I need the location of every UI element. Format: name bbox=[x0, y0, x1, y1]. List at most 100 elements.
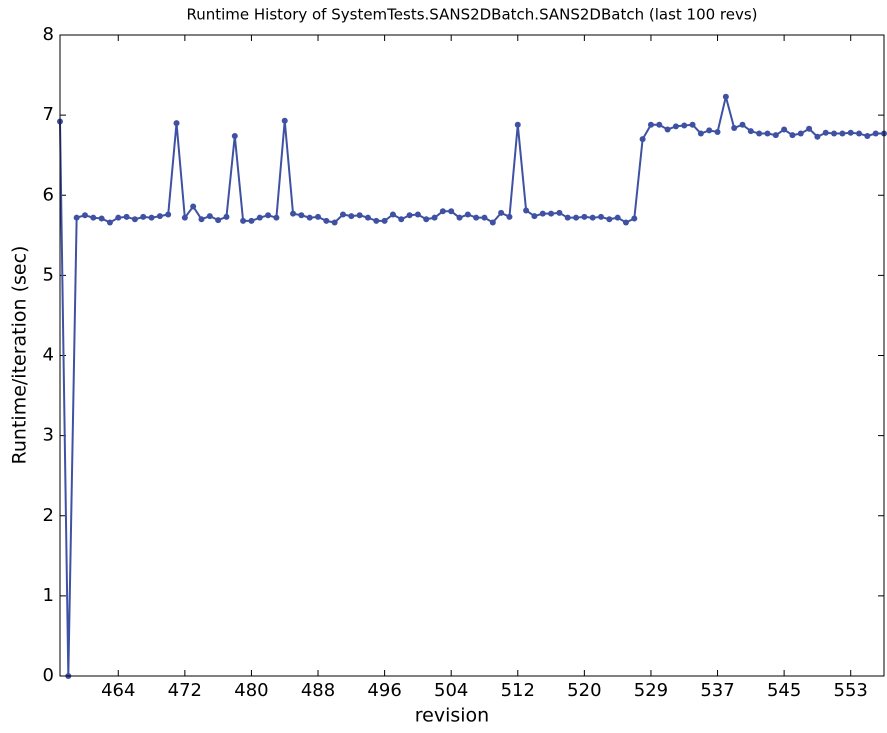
data-point bbox=[539, 210, 546, 217]
data-point bbox=[356, 212, 363, 219]
plot-frame bbox=[59, 34, 885, 677]
data-point bbox=[373, 217, 380, 224]
data-point bbox=[523, 207, 530, 214]
data-point bbox=[240, 217, 247, 224]
x-tick-label: 496 bbox=[367, 680, 401, 701]
data-point bbox=[672, 123, 679, 130]
y-tick-label: 2 bbox=[43, 505, 54, 526]
data-point bbox=[123, 213, 130, 220]
data-point bbox=[448, 208, 455, 215]
data-point bbox=[231, 132, 238, 139]
x-tick-label: 545 bbox=[767, 680, 801, 701]
data-point bbox=[548, 210, 555, 217]
data-point bbox=[165, 211, 172, 218]
data-point bbox=[847, 129, 854, 136]
data-point bbox=[706, 127, 713, 134]
x-tick-label: 512 bbox=[501, 680, 535, 701]
y-axis-label: Runtime/iteration (sec) bbox=[9, 246, 31, 465]
x-tick-label: 488 bbox=[301, 680, 335, 701]
data-point bbox=[747, 128, 754, 135]
data-point bbox=[856, 130, 863, 137]
data-point bbox=[306, 214, 313, 221]
data-point bbox=[290, 210, 297, 217]
data-point bbox=[414, 211, 421, 218]
y-tick-label: 8 bbox=[43, 24, 54, 45]
data-point bbox=[323, 217, 330, 224]
data-point bbox=[190, 203, 197, 210]
data-point bbox=[423, 216, 430, 223]
data-point bbox=[298, 212, 305, 219]
data-point bbox=[864, 132, 871, 139]
data-point bbox=[181, 214, 188, 221]
data-point bbox=[797, 130, 804, 137]
data-point bbox=[822, 129, 829, 136]
data-point bbox=[456, 214, 463, 221]
data-point bbox=[115, 214, 122, 221]
data-point bbox=[489, 219, 496, 226]
data-point bbox=[281, 117, 288, 124]
data-point bbox=[81, 212, 88, 219]
x-tick-label: 464 bbox=[101, 680, 135, 701]
data-point bbox=[639, 136, 646, 143]
data-point bbox=[148, 214, 155, 221]
data-point bbox=[431, 214, 438, 221]
y-tick-label: 4 bbox=[43, 345, 54, 366]
x-tick-label: 480 bbox=[234, 680, 268, 701]
y-tick-label: 3 bbox=[43, 425, 54, 446]
data-point bbox=[598, 213, 605, 220]
data-point bbox=[389, 211, 396, 218]
data-point bbox=[98, 215, 105, 222]
x-tick-label: 520 bbox=[567, 680, 601, 701]
data-point bbox=[473, 214, 480, 221]
y-tick-label: 6 bbox=[43, 184, 54, 205]
data-point bbox=[215, 217, 222, 224]
y-tick-label: 7 bbox=[43, 104, 54, 125]
data-point bbox=[198, 216, 205, 223]
data-point bbox=[589, 214, 596, 221]
data-point bbox=[531, 213, 538, 220]
data-point bbox=[872, 130, 879, 137]
data-point bbox=[739, 121, 746, 128]
x-tick-label: 504 bbox=[434, 680, 468, 701]
data-point bbox=[173, 120, 180, 127]
data-point bbox=[831, 130, 838, 137]
data-point bbox=[90, 214, 97, 221]
y-tick-label: 1 bbox=[43, 585, 54, 606]
chart-title: Runtime History of SystemTests.SANS2DBat… bbox=[186, 6, 757, 24]
data-point bbox=[481, 214, 488, 221]
data-point bbox=[464, 211, 471, 218]
data-point bbox=[764, 130, 771, 137]
x-tick-label: 529 bbox=[634, 680, 668, 701]
data-point bbox=[697, 130, 704, 137]
data-point bbox=[348, 213, 355, 220]
data-point bbox=[681, 122, 688, 129]
data-point bbox=[106, 219, 113, 226]
data-point bbox=[622, 219, 629, 226]
data-point bbox=[573, 214, 580, 221]
data-point bbox=[223, 213, 230, 220]
data-point bbox=[814, 133, 821, 140]
data-point bbox=[756, 130, 763, 137]
data-point bbox=[564, 214, 571, 221]
series-line bbox=[59, 96, 884, 677]
data-point bbox=[140, 213, 147, 220]
data-point bbox=[689, 121, 696, 128]
x-tick-label: 537 bbox=[700, 680, 734, 701]
data-point bbox=[131, 216, 138, 223]
data-point bbox=[439, 208, 446, 215]
x-tick-label: 553 bbox=[834, 680, 868, 701]
data-point bbox=[714, 128, 721, 135]
data-point bbox=[364, 214, 371, 221]
data-point bbox=[506, 213, 513, 220]
data-point bbox=[406, 212, 413, 219]
x-tick-label: 472 bbox=[168, 680, 202, 701]
y-tick-label: 5 bbox=[43, 264, 54, 285]
data-point bbox=[656, 121, 663, 128]
data-point bbox=[73, 214, 80, 221]
data-point bbox=[339, 211, 346, 218]
data-point bbox=[273, 214, 280, 221]
data-point bbox=[514, 121, 521, 128]
data-point bbox=[806, 125, 813, 132]
